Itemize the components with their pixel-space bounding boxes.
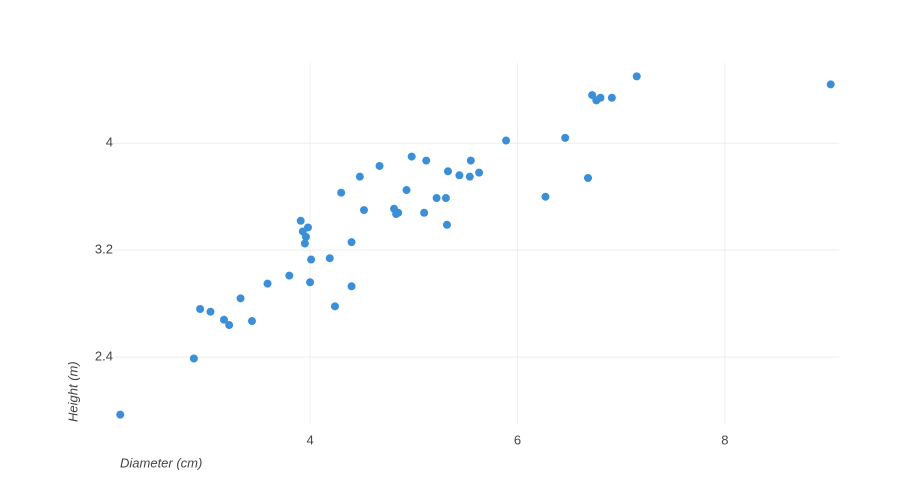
point — [347, 238, 356, 247]
y-tick-label: 3.2 — [95, 242, 113, 257]
point — [247, 317, 256, 326]
point — [596, 93, 605, 102]
point — [285, 271, 294, 280]
point — [296, 216, 305, 225]
y-axis-title: Height (m) — [65, 361, 80, 422]
point — [607, 93, 616, 102]
point — [206, 307, 215, 316]
x-tick-label: 4 — [306, 432, 313, 447]
point — [422, 156, 431, 165]
point — [432, 194, 441, 203]
point — [337, 188, 346, 197]
point — [359, 206, 368, 215]
point — [632, 72, 641, 81]
point — [420, 208, 429, 217]
point — [196, 305, 205, 314]
point — [402, 186, 411, 195]
point — [116, 410, 125, 419]
point — [441, 194, 450, 203]
y-tick-label: 2.4 — [95, 349, 113, 364]
x-tick-label: 8 — [721, 432, 728, 447]
point — [189, 354, 198, 363]
point — [263, 279, 272, 288]
point — [300, 239, 309, 248]
point — [394, 208, 403, 217]
point — [236, 294, 245, 303]
point — [465, 172, 474, 181]
point — [541, 192, 550, 201]
point — [306, 278, 315, 287]
point — [407, 152, 416, 161]
point — [307, 255, 316, 264]
y-tick-label: 4 — [106, 135, 113, 150]
point — [561, 133, 570, 142]
point — [225, 321, 234, 330]
point — [325, 254, 334, 263]
point — [455, 171, 464, 180]
point — [375, 161, 384, 170]
point — [443, 167, 452, 176]
x-tick-label: 6 — [514, 432, 521, 447]
x-axis-title: Diameter (cm) — [120, 455, 202, 470]
point — [347, 282, 356, 291]
point — [584, 173, 593, 182]
point — [502, 136, 511, 145]
point — [442, 220, 451, 229]
point — [219, 315, 228, 324]
point — [301, 232, 310, 241]
point — [355, 172, 364, 181]
point — [466, 156, 475, 165]
point — [475, 168, 484, 177]
point — [826, 80, 835, 89]
point — [330, 302, 339, 311]
